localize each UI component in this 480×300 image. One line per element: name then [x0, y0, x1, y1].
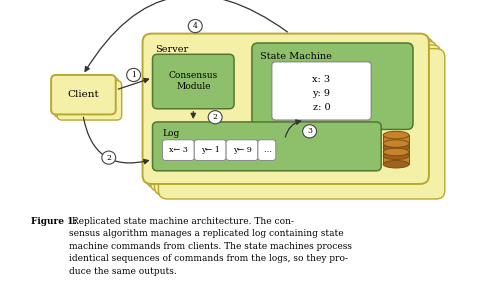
Ellipse shape	[383, 143, 409, 151]
Text: Consensus
Module: Consensus Module	[168, 71, 218, 91]
Circle shape	[302, 125, 316, 138]
FancyBboxPatch shape	[151, 41, 437, 191]
FancyBboxPatch shape	[155, 45, 441, 195]
FancyBboxPatch shape	[194, 140, 226, 160]
Ellipse shape	[383, 160, 409, 168]
Text: Figure 1:: Figure 1:	[31, 217, 77, 226]
Text: 4: 4	[193, 22, 198, 30]
Text: 2: 2	[213, 113, 217, 121]
FancyBboxPatch shape	[153, 122, 381, 171]
Text: x← 3: x← 3	[169, 146, 188, 154]
Bar	[383, 143, 409, 156]
FancyBboxPatch shape	[153, 54, 234, 109]
Text: Client: Client	[67, 90, 99, 99]
Text: Server: Server	[156, 45, 189, 54]
FancyBboxPatch shape	[57, 81, 122, 120]
Text: State Machine: State Machine	[260, 52, 332, 62]
Ellipse shape	[383, 140, 409, 147]
Text: Replicated state machine architecture. The con-
sensus algorithm manages a repli: Replicated state machine architecture. T…	[69, 217, 352, 276]
Text: y← 1: y← 1	[201, 146, 220, 154]
FancyBboxPatch shape	[226, 140, 258, 160]
FancyBboxPatch shape	[258, 140, 276, 160]
Text: 1: 1	[131, 71, 136, 79]
FancyBboxPatch shape	[252, 43, 413, 130]
Ellipse shape	[383, 152, 409, 160]
Bar	[383, 135, 409, 147]
Circle shape	[102, 151, 116, 164]
Text: 3: 3	[307, 127, 312, 135]
Ellipse shape	[383, 148, 409, 156]
FancyBboxPatch shape	[146, 38, 433, 188]
Circle shape	[208, 111, 222, 124]
Text: …: …	[263, 146, 271, 154]
FancyBboxPatch shape	[51, 75, 116, 114]
Text: y← 9: y← 9	[232, 146, 252, 154]
FancyBboxPatch shape	[143, 34, 429, 184]
FancyBboxPatch shape	[272, 62, 371, 120]
FancyBboxPatch shape	[54, 78, 119, 117]
Bar	[383, 152, 409, 164]
FancyBboxPatch shape	[158, 49, 445, 199]
Text: Log: Log	[162, 130, 180, 139]
Text: 2: 2	[107, 154, 111, 162]
FancyBboxPatch shape	[162, 140, 194, 160]
Ellipse shape	[383, 131, 409, 139]
Circle shape	[127, 68, 141, 82]
Circle shape	[188, 20, 202, 33]
Text: x: 3
y: 9
z: 0: x: 3 y: 9 z: 0	[312, 75, 331, 112]
